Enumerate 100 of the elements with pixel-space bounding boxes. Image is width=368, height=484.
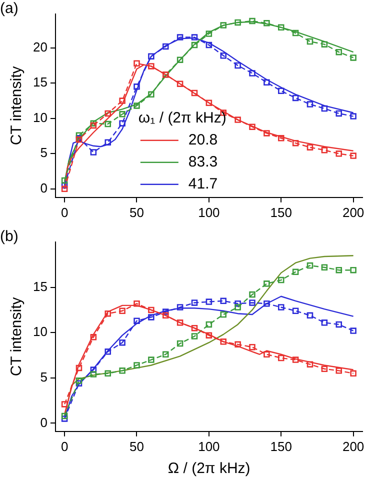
point	[119, 339, 126, 346]
point	[278, 276, 284, 284]
point	[220, 298, 226, 304]
point	[278, 304, 284, 310]
x-tick-label: 200	[342, 438, 364, 454]
point	[292, 94, 299, 102]
point	[176, 34, 184, 40]
point	[191, 324, 198, 332]
point	[90, 149, 97, 156]
point	[191, 42, 198, 48]
point	[234, 304, 241, 310]
y-tick-label: 15	[32, 278, 48, 294]
point	[61, 186, 68, 192]
x-tick-label: 50	[130, 204, 144, 220]
y-tick-label: 10	[32, 110, 48, 125]
point	[162, 43, 169, 50]
x-tick-label: 150	[270, 438, 292, 454]
text: (a)	[0, 0, 18, 17]
point	[134, 300, 140, 307]
point	[134, 318, 140, 324]
point	[191, 333, 198, 340]
y-tick-label: 15	[32, 74, 48, 90]
point	[176, 320, 184, 326]
point	[292, 30, 299, 36]
point	[321, 366, 328, 372]
x-axis-title: Ω / (2π kHz)	[168, 460, 250, 478]
point	[336, 48, 342, 56]
point	[336, 150, 342, 157]
point	[350, 113, 356, 120]
point	[292, 308, 299, 314]
point	[292, 268, 299, 276]
point	[119, 368, 126, 374]
x-tick-label: 0	[60, 438, 68, 454]
point	[90, 366, 97, 373]
point	[206, 298, 212, 305]
point	[336, 368, 342, 374]
point	[176, 56, 184, 63]
point	[206, 321, 212, 328]
point	[176, 340, 184, 347]
point	[61, 182, 68, 189]
point	[336, 110, 342, 117]
point	[321, 147, 328, 154]
point	[321, 264, 328, 270]
point	[90, 122, 97, 129]
point	[119, 120, 126, 126]
point	[119, 98, 126, 104]
point	[306, 361, 314, 368]
point	[220, 22, 226, 28]
x-tick-label: 200	[342, 204, 364, 220]
point	[292, 356, 299, 363]
point	[234, 341, 241, 348]
y-tick-label: 0	[40, 180, 48, 196]
x-tick-label: 150	[270, 204, 292, 220]
point	[278, 24, 284, 31]
point	[350, 152, 356, 159]
point	[336, 266, 342, 274]
point	[264, 351, 270, 358]
point	[206, 30, 212, 37]
point	[104, 310, 111, 317]
point	[249, 70, 256, 76]
point	[162, 312, 169, 319]
point	[249, 124, 256, 130]
point	[306, 38, 314, 45]
point	[220, 52, 226, 59]
point	[206, 100, 212, 106]
point	[61, 177, 68, 184]
legend-label: 41.7	[188, 176, 218, 193]
point	[249, 300, 256, 306]
point	[234, 300, 241, 307]
point	[306, 312, 314, 319]
point	[90, 371, 97, 378]
point	[191, 34, 198, 40]
x-tick-label: 100	[198, 204, 220, 220]
point	[176, 304, 184, 310]
point	[162, 308, 169, 315]
point	[134, 84, 140, 90]
point	[162, 351, 169, 358]
point	[104, 348, 111, 355]
point	[119, 111, 126, 118]
point	[278, 88, 284, 94]
point	[234, 19, 241, 26]
y-tick-label: 5	[40, 145, 48, 160]
point	[306, 262, 314, 269]
point	[264, 280, 270, 287]
point	[206, 42, 212, 48]
y-tick-label: 20	[32, 39, 48, 54]
point	[292, 140, 299, 146]
point	[76, 364, 82, 372]
point	[148, 91, 154, 98]
point	[176, 80, 184, 87]
point	[191, 300, 198, 306]
text: (b)	[0, 228, 18, 245]
point	[148, 63, 154, 70]
point	[234, 62, 241, 69]
point	[336, 321, 342, 328]
point	[234, 116, 241, 123]
x-tick-label: 50	[130, 438, 144, 454]
point	[264, 20, 270, 26]
x-tick-label: 0	[60, 204, 68, 220]
point	[148, 356, 154, 363]
